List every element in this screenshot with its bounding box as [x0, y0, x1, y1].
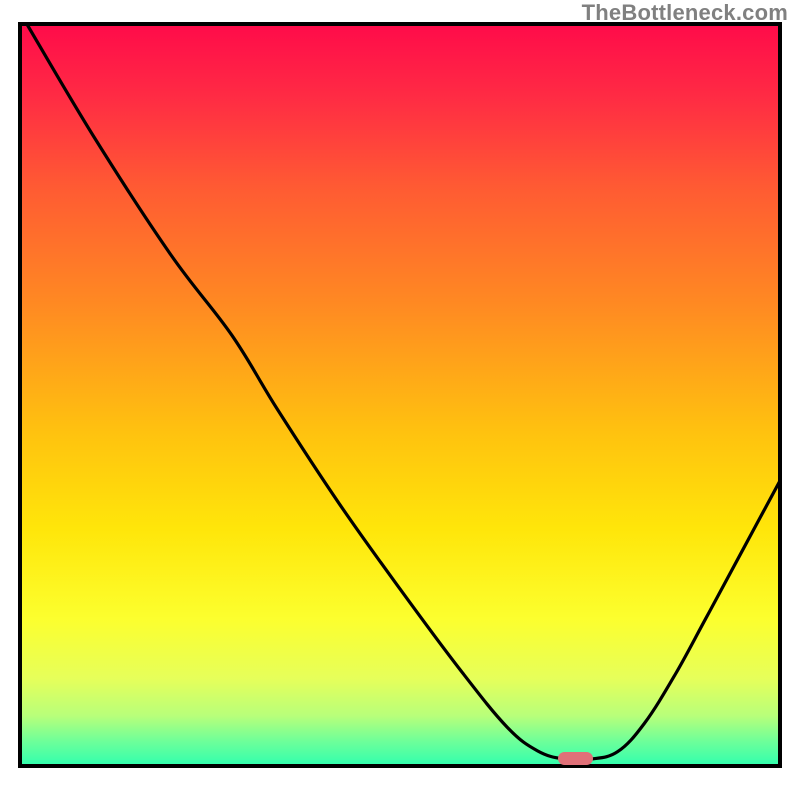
curve-overlay — [18, 22, 782, 768]
plot-area — [18, 22, 782, 768]
optimal-marker — [558, 752, 593, 765]
stage: TheBottleneck.com — [0, 0, 800, 800]
bottleneck-curve — [26, 22, 782, 760]
watermark-label: TheBottleneck.com — [582, 0, 788, 26]
